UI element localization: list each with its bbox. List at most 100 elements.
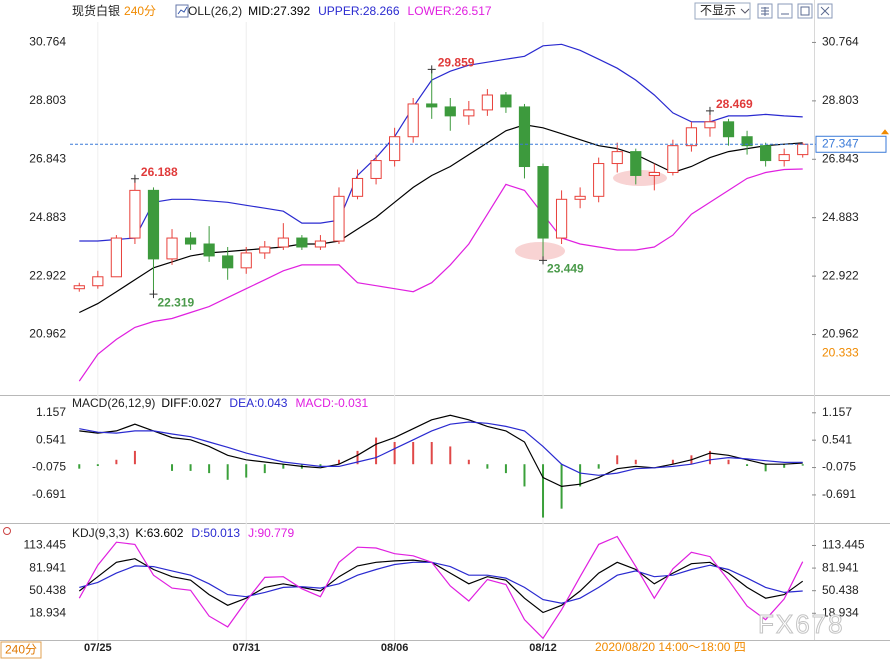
candle-body bbox=[110, 237, 122, 278]
y-tick-label-right: 50.438 bbox=[822, 583, 859, 597]
y-tick-label-left: 50.438 bbox=[29, 583, 66, 597]
candle-body bbox=[481, 94, 493, 111]
x-tick-label: 07/31 bbox=[232, 642, 260, 654]
y-tick-label-right: 1.157 bbox=[822, 405, 852, 419]
candle-body bbox=[463, 109, 475, 117]
icon bbox=[177, 6, 188, 15]
candle-body bbox=[73, 285, 85, 290]
candle-body bbox=[778, 154, 790, 162]
indicator-line bbox=[79, 421, 803, 476]
candle-body bbox=[555, 198, 568, 239]
readout: D:50.013 bbox=[191, 526, 240, 540]
price-box bbox=[815, 135, 887, 153]
candle-body bbox=[667, 145, 679, 173]
readout: MID:27.392 bbox=[248, 4, 310, 18]
settings-icon[interactable] bbox=[3, 527, 11, 535]
y-tick-label-right: 22.922 bbox=[822, 268, 859, 282]
y-tick-label-right: 24.883 bbox=[822, 210, 859, 224]
y-tick-label-left: 24.883 bbox=[29, 210, 66, 224]
button-minimize[interactable] bbox=[777, 3, 793, 19]
readout: DIFF:0.027 bbox=[161, 396, 221, 410]
extreme-marker bbox=[705, 106, 714, 115]
candle-body bbox=[92, 276, 104, 287]
candle-body bbox=[760, 145, 772, 162]
candle-body bbox=[370, 160, 382, 179]
y-tick-label-right: 30.764 bbox=[822, 35, 859, 49]
candle-body bbox=[277, 237, 289, 248]
candle-body bbox=[797, 143, 809, 156]
button-maximize[interactable] bbox=[797, 3, 813, 19]
y-tick-label-right: -0.691 bbox=[822, 487, 856, 501]
candle-body bbox=[407, 103, 419, 138]
y-tick-label-left: -0.691 bbox=[32, 487, 66, 501]
extreme-label: 23.449 bbox=[547, 262, 584, 276]
x-tick-label: 08/12 bbox=[529, 642, 557, 654]
candle-body bbox=[129, 189, 141, 239]
y-tick-label-left: 0.541 bbox=[36, 432, 66, 446]
highlight bbox=[515, 242, 565, 260]
extreme-label: 22.319 bbox=[157, 295, 194, 309]
indicator-line bbox=[79, 124, 803, 314]
extreme-marker bbox=[149, 290, 158, 299]
candle-body bbox=[685, 127, 698, 147]
y-tick-label-right: 0.541 bbox=[822, 432, 852, 446]
symbol-title: 现货白银 bbox=[72, 3, 120, 18]
readout: K:63.602 bbox=[135, 526, 183, 540]
period: 240分 bbox=[124, 4, 156, 18]
indicator-line bbox=[78, 535, 804, 640]
period-box[interactable] bbox=[0, 641, 42, 659]
y-tick-label-right: 113.445 bbox=[822, 538, 865, 552]
indicator-line bbox=[79, 43, 803, 242]
display-select-label[interactable]: 不显示 bbox=[700, 4, 736, 18]
y-tick-label-left: 113.445 bbox=[24, 538, 67, 552]
candle-body bbox=[704, 121, 716, 129]
candle-body bbox=[444, 106, 456, 117]
indicator-line bbox=[78, 558, 804, 614]
readout: UPPER:28.266 bbox=[318, 4, 400, 18]
extreme-label: 26.188 bbox=[141, 165, 178, 179]
readout: LOWER:26.517 bbox=[408, 4, 492, 18]
y-tick-label-left: 20.962 bbox=[29, 327, 66, 341]
candle-body bbox=[611, 151, 623, 165]
indicator-line bbox=[78, 168, 803, 382]
dropdown-arrow[interactable] bbox=[740, 8, 750, 14]
icon bbox=[820, 6, 830, 16]
extreme-label: 29.859 bbox=[438, 56, 475, 70]
display-select[interactable] bbox=[694, 2, 751, 20]
candle-body bbox=[741, 136, 753, 147]
price-arrow bbox=[881, 129, 889, 135]
y-tick-label-left: 28.803 bbox=[29, 93, 66, 107]
x-tick-label: 08/06 bbox=[381, 642, 409, 654]
icon bbox=[761, 7, 769, 16]
candle-body bbox=[259, 246, 271, 254]
indicator-line bbox=[79, 561, 803, 604]
plot-layer: 07/25 07/31 08/06 08/12 20.962 20.962 22.922 22… bbox=[24, 3, 889, 654]
y-tick-label-right: 20.962 bbox=[822, 327, 859, 341]
y-tick-label-right: 26.843 bbox=[822, 151, 859, 165]
candle-body bbox=[518, 106, 531, 168]
extreme-label: 28.469 bbox=[716, 97, 753, 111]
candle-body bbox=[314, 240, 327, 248]
candle-body bbox=[203, 243, 215, 257]
candle-body bbox=[593, 163, 605, 197]
extreme-marker bbox=[539, 256, 548, 265]
candle-body bbox=[147, 189, 160, 260]
y-tick-label-right: 18.934 bbox=[822, 605, 859, 619]
price-label: 27.347 bbox=[822, 136, 859, 150]
y-tick-label-right: 81.941 bbox=[822, 560, 859, 574]
watermark: FX678 bbox=[758, 609, 845, 639]
readout: MACD:-0.031 bbox=[295, 396, 368, 410]
candle-body bbox=[333, 195, 345, 242]
readout: DEA:0.043 bbox=[229, 396, 287, 410]
footer-period[interactable]: 240分 bbox=[5, 643, 37, 657]
candle-body bbox=[184, 237, 197, 245]
candle-body bbox=[574, 195, 586, 200]
y-tick-label-left: 26.843 bbox=[29, 151, 66, 165]
candle-body bbox=[648, 171, 660, 176]
candle-body bbox=[240, 252, 252, 269]
extreme-marker bbox=[427, 65, 436, 74]
candle-body bbox=[426, 103, 438, 108]
candle-body bbox=[166, 237, 178, 260]
